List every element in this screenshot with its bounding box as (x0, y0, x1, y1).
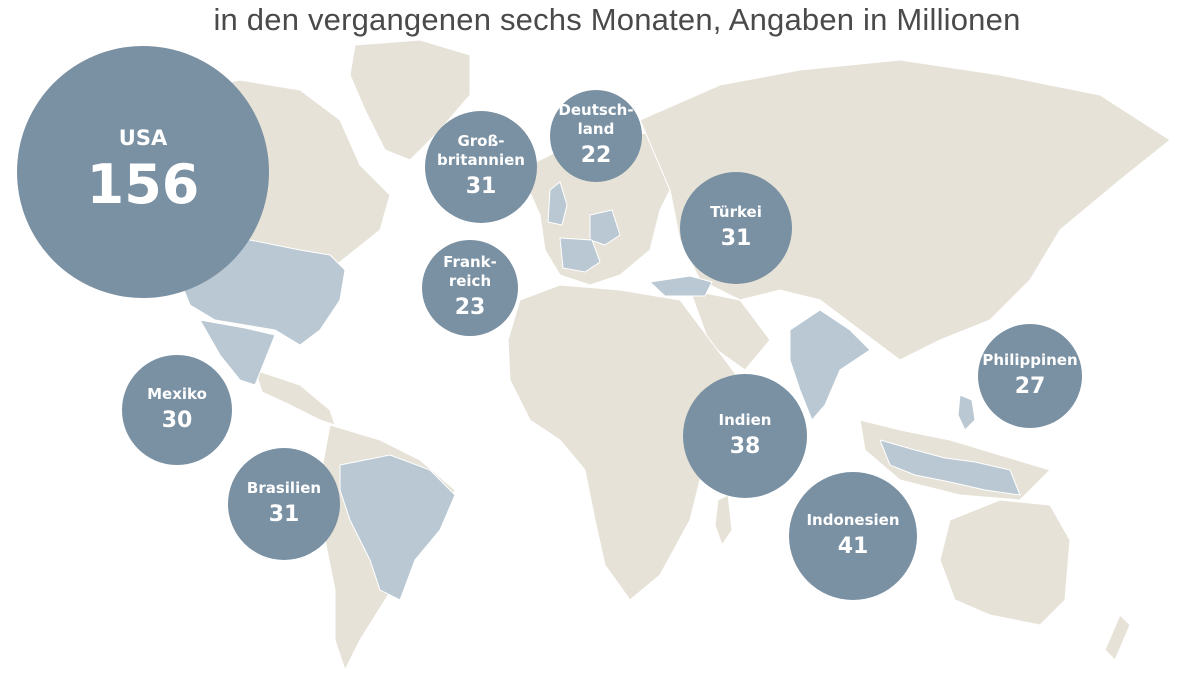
bubble-mx-value: 30 (161, 407, 193, 433)
central-america-shape (254, 369, 336, 426)
bubble-fr-value: 23 (454, 295, 486, 320)
bubble-ph: Philippinen 27 (978, 324, 1082, 428)
bubble-usa-value: 156 (86, 153, 200, 216)
map-subtitle: in den vergangenen sechs Monaten, Angabe… (213, 2, 1021, 37)
bubble-de-label: Deutsch- land (558, 101, 634, 138)
australia-shape (939, 499, 1071, 626)
asia-shape (639, 59, 1171, 361)
highlighted-countries (177, 181, 1021, 601)
bubble-br-label: Brasilien (246, 478, 322, 497)
bubble-in-value: 38 (729, 433, 761, 459)
bubble-in-label: Indien (718, 410, 772, 429)
africa-shape (507, 284, 741, 601)
germany-shape (589, 209, 621, 246)
bubble-tr: Türkei 31 (680, 172, 792, 284)
bubble-br-value: 31 (268, 501, 300, 527)
bubble-id-value: 41 (837, 533, 869, 559)
bubble-mx: Mexiko 30 (122, 355, 232, 465)
philippines-shape (957, 394, 976, 431)
bubble-fr-label: Frank- reich (443, 253, 497, 290)
bubble-fr: Frank- reich 23 (422, 240, 518, 336)
new-zealand-shape (1104, 614, 1131, 661)
uk-shape (547, 181, 568, 226)
brazil-shape (339, 454, 456, 601)
bubble-mx-label: Mexiko (147, 384, 207, 403)
mexico-shape (199, 319, 276, 386)
bubble-de-value: 22 (580, 143, 612, 168)
bubble-in: Indien 38 (683, 374, 807, 498)
bubble-tr-label: Türkei (710, 202, 762, 221)
turkey-shape (648, 275, 713, 297)
bubble-usa: USA 156 (17, 46, 269, 298)
bubble-br: Brasilien 31 (228, 448, 340, 560)
france-shape (559, 237, 601, 273)
indonesia-shape (879, 439, 1021, 496)
bubble-id-label: Indonesien (806, 510, 900, 529)
bubble-tr-value: 31 (720, 225, 752, 251)
bubble-ph-label: Philippinen (982, 350, 1078, 369)
bubble-de: Deutsch- land 22 (550, 90, 642, 182)
madagascar-shape (714, 494, 733, 547)
bubble-id: Indonesien 41 (789, 472, 917, 600)
india-shape (789, 309, 871, 421)
bubble-usa-label: USA (118, 126, 168, 150)
bubble-gb: Groß- britannien 31 (425, 111, 537, 223)
bubble-gb-value: 31 (465, 174, 497, 199)
bubble-gb-label: Groß- britannien (437, 132, 525, 169)
bubble-ph-value: 27 (1014, 373, 1046, 399)
